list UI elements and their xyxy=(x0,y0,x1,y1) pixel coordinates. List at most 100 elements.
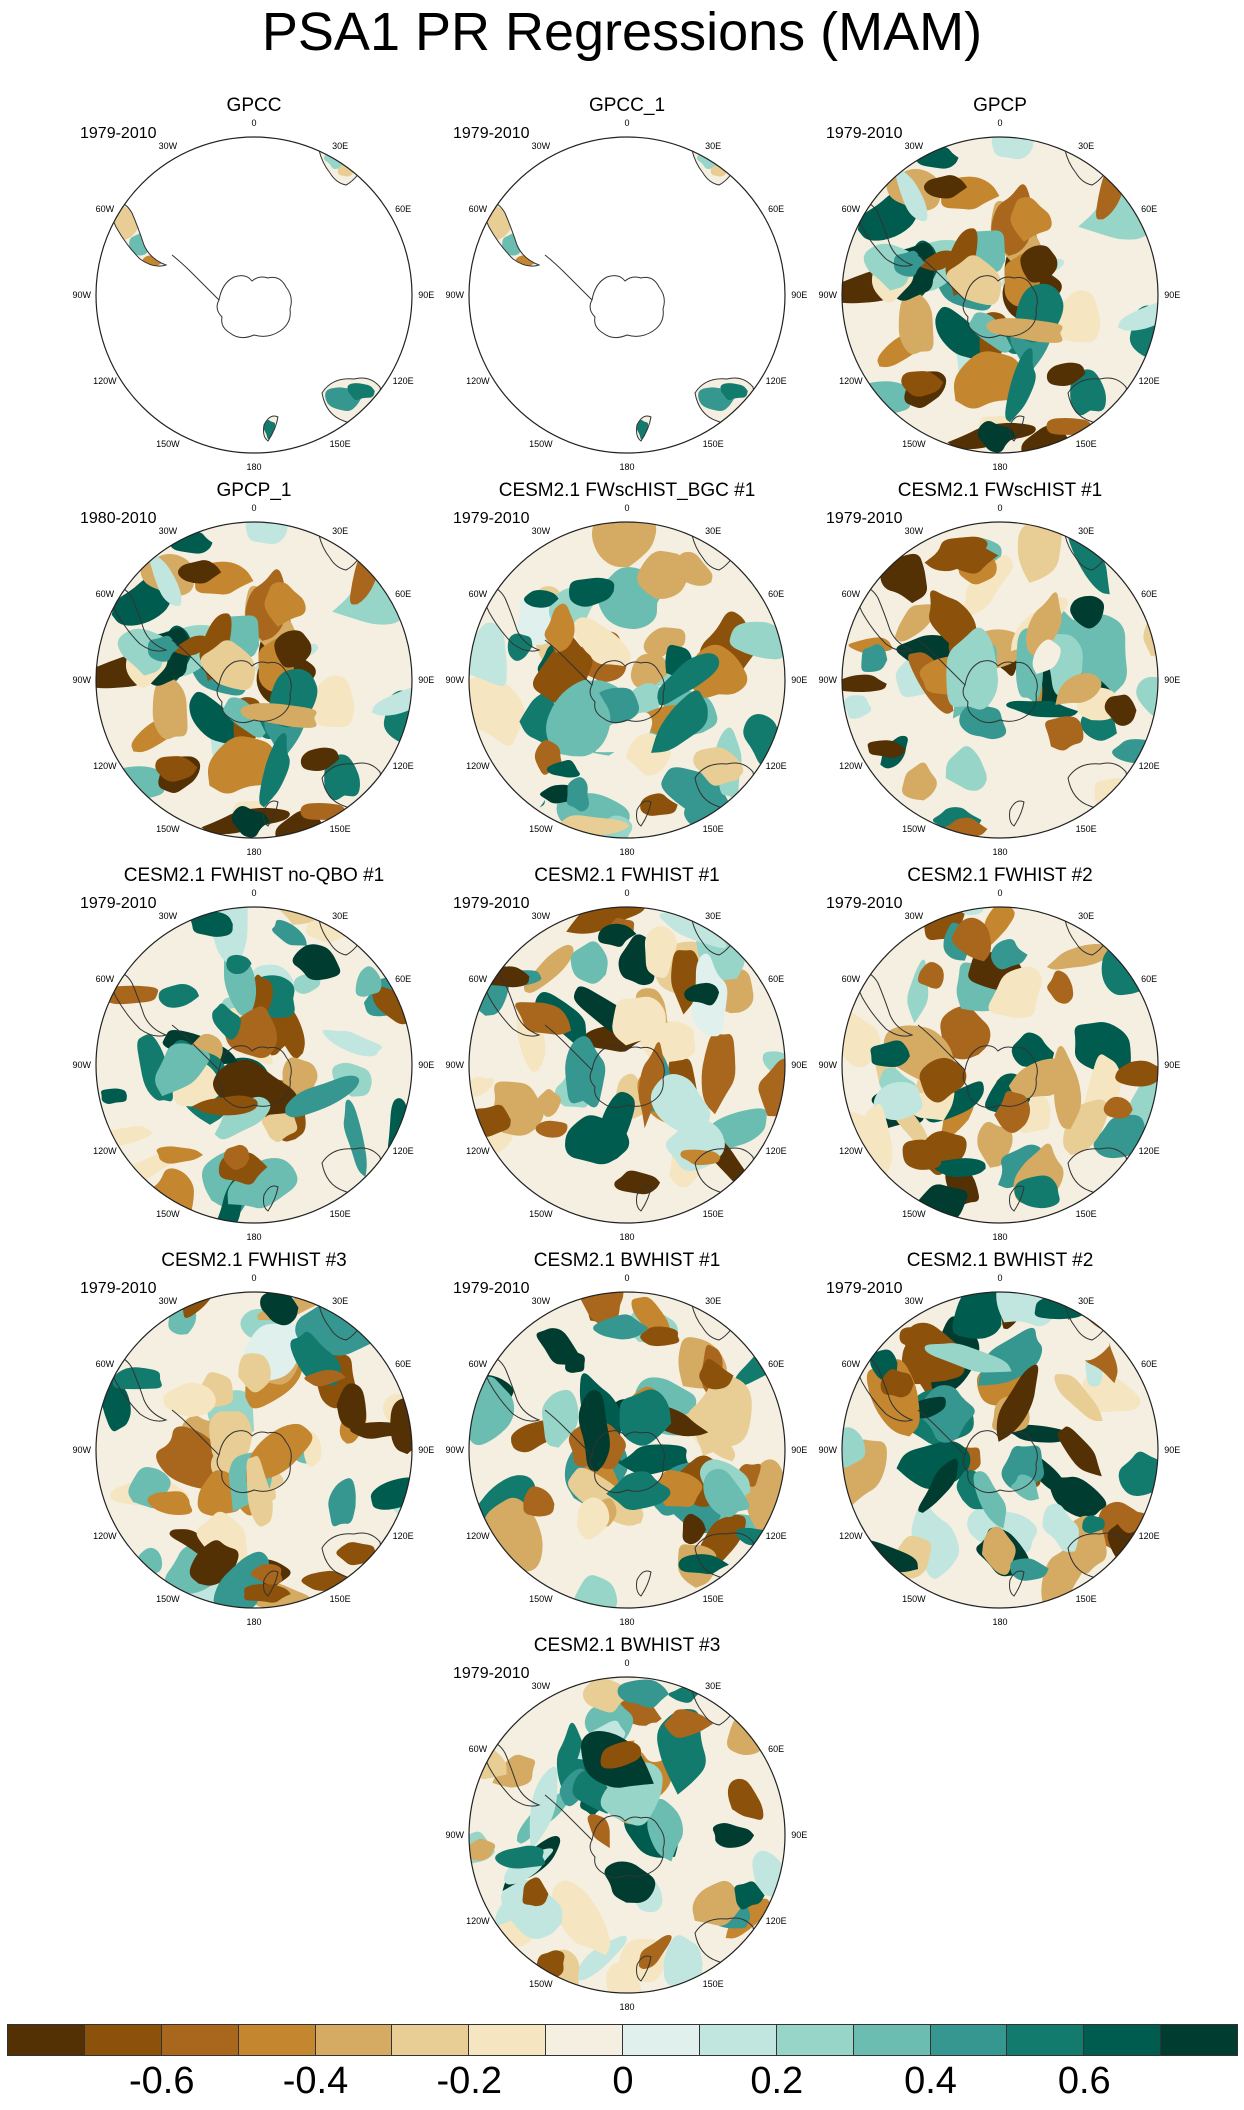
longitude-label: 150W xyxy=(529,1594,553,1604)
regression-blob xyxy=(551,1880,611,1956)
colorbar-tick-label: 0.2 xyxy=(750,2060,804,2102)
regression-extremum xyxy=(566,777,590,812)
panel-period: 1979-2010 xyxy=(826,895,903,912)
regression-blob xyxy=(650,1074,711,1135)
field-layer xyxy=(469,137,785,453)
field-layer xyxy=(842,137,1158,453)
longitude-label: 150W xyxy=(156,1594,180,1604)
panel-period: 1980-2010 xyxy=(80,510,157,527)
map-panel: CESM2.1 BWHIST #3 0 30E 60E 90E 120E 150E 180 15… xyxy=(427,1635,827,2017)
longitude-label: 150E xyxy=(703,1209,724,1219)
regression-extremum xyxy=(304,1369,346,1387)
regression-extremum xyxy=(507,633,533,661)
longitude-label: 150W xyxy=(529,1979,553,1989)
panel-period: 1979-2010 xyxy=(80,1280,157,1297)
longitude-label: 180 xyxy=(246,847,261,857)
regression-blob xyxy=(988,966,1042,1018)
colorbar-swatch xyxy=(775,2024,854,2056)
field-layer xyxy=(842,907,1158,1223)
regression-blob xyxy=(155,1043,211,1097)
longitude-label: 30E xyxy=(705,1681,721,1691)
regression-extremum xyxy=(524,590,559,608)
regression-blob xyxy=(638,1042,665,1129)
longitude-label: 120E xyxy=(393,1146,414,1156)
regression-blob xyxy=(275,809,323,838)
regression-blob xyxy=(274,630,312,668)
regression-blob xyxy=(1021,424,1069,453)
regression-blob xyxy=(1058,1315,1110,1361)
longitude-label: 150E xyxy=(330,1209,351,1219)
regression-extremum xyxy=(155,756,198,782)
longitude-label: 60E xyxy=(1141,1359,1157,1369)
longitude-label: 90E xyxy=(418,1445,434,1455)
longitude-label: 150E xyxy=(1076,439,1097,449)
panel-period: 1979-2010 xyxy=(453,895,530,912)
map-panel: GPCP 0 30E 60E 90E 120E 150E 180 150W 120W 90W 60W 3… xyxy=(800,95,1200,477)
field-layer xyxy=(96,1292,412,1608)
regression-extremum xyxy=(112,1367,162,1390)
regression-blob xyxy=(935,306,981,361)
polar-map: 0 30E 60E 90E 120E 150E 180 150W 120W 90W 60W 30W xyxy=(819,118,1181,472)
map-panel: CESM2.1 FWscHIST #1 0 30E 60E 90E 120E 150E 180… xyxy=(800,480,1200,862)
regression-extremum xyxy=(899,1327,930,1347)
map-panel: CESM2.1 FWHIST #2 0 30E 60E 90E 120E 150E 180 15… xyxy=(800,865,1200,1247)
regression-blob xyxy=(189,691,235,746)
colorbar-swatch xyxy=(545,2024,623,2056)
regression-extremum xyxy=(1103,1096,1133,1119)
regression-blob xyxy=(606,1962,642,1993)
regression-blob xyxy=(873,1082,923,1121)
regression-blob xyxy=(347,383,375,401)
colorbar-swatch xyxy=(391,2024,470,2056)
regression-extremum xyxy=(867,740,906,758)
longitude-label: 120W xyxy=(466,376,490,386)
regression-blob xyxy=(336,1383,367,1432)
regression-blob xyxy=(1017,522,1062,583)
colorbar xyxy=(7,2024,1238,2056)
longitude-label: 90W xyxy=(446,1060,465,1070)
polar-map: 0 30E 60E 90E 120E 150E 180 150W 120W 90W 60W 30W xyxy=(73,888,435,1242)
regression-blob xyxy=(324,754,360,801)
longitude-label: 90E xyxy=(1164,290,1180,300)
map-border xyxy=(95,521,413,839)
regression-extremum xyxy=(976,1312,1002,1332)
regression-blob xyxy=(920,250,955,271)
longitude-label: 90E xyxy=(791,675,807,685)
longitude-label: 60W xyxy=(96,974,115,984)
regression-blob xyxy=(1045,716,1084,751)
regression-blob xyxy=(619,1389,672,1446)
polar-map: 0 30E 60E 90E 120E 150E 180 150W 120W 90W 60W 30W xyxy=(73,1273,435,1627)
longitude-label: 0 xyxy=(251,503,256,513)
regression-blob xyxy=(1070,369,1106,416)
longitude-label: 120W xyxy=(839,1146,863,1156)
longitude-label: 60W xyxy=(469,589,488,599)
longitude-label: 150E xyxy=(1076,824,1097,834)
longitude-label: 60E xyxy=(768,1359,784,1369)
regression-blob xyxy=(720,383,748,401)
longitude-label: 0 xyxy=(251,118,256,128)
regression-blob xyxy=(227,1158,298,1209)
regression-blob xyxy=(996,1364,1039,1442)
regression-blob xyxy=(727,1778,764,1820)
regression-blob xyxy=(469,1076,495,1097)
longitude-label: 150E xyxy=(330,439,351,449)
field-layer xyxy=(96,522,412,838)
longitude-label: 60E xyxy=(395,1359,411,1369)
regression-blob xyxy=(238,1353,271,1393)
longitude-label: 150E xyxy=(330,1594,351,1604)
regression-blob xyxy=(643,627,686,658)
longitude-label: 150E xyxy=(703,1594,724,1604)
longitude-label: 90E xyxy=(418,1060,434,1070)
panel-title: CESM2.1 FWscHIST #1 xyxy=(897,480,1103,501)
regression-blob xyxy=(322,1029,383,1057)
map-border xyxy=(95,1291,413,1609)
panel-period: 1979-2010 xyxy=(453,510,530,527)
colorbar-swatch xyxy=(1083,2024,1162,2056)
longitude-label: 150E xyxy=(703,439,724,449)
regression-blob xyxy=(1057,1426,1102,1477)
regression-blob xyxy=(977,1121,1013,1168)
map-border xyxy=(95,136,413,454)
regression-blob xyxy=(842,1427,866,1468)
longitude-label: 90W xyxy=(73,675,92,685)
longitude-label: 120E xyxy=(766,1531,787,1541)
longitude-label: 90E xyxy=(791,1060,807,1070)
